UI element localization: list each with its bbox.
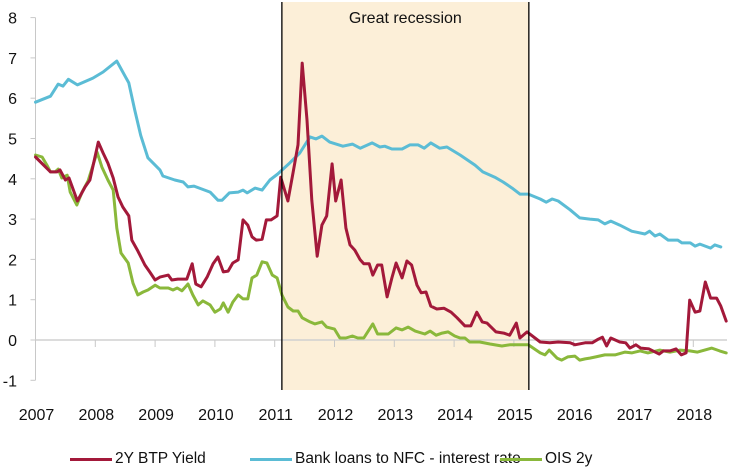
x-tick-label: 2014 [437,407,473,424]
x-tick-label: 2009 [138,407,174,424]
y-tick-label: 5 [8,132,17,149]
y-tick-label: 0 [8,333,17,350]
y-tick-label: 7 [8,51,17,68]
y-tick-label: 8 [8,11,17,28]
series-line-bank-loans-to-nfc-interest-rate [34,59,723,250]
legend-item-bank-loans: Bank loans to NFC - interest rate [250,450,521,468]
legend-item-ois: OIS 2y [500,450,592,468]
x-tick-label: 2015 [497,407,533,424]
y-tick-label: 2 [8,252,17,269]
x-tick-label: 2017 [617,407,653,424]
x-tick-label: 2018 [677,407,713,424]
y-tick-label: 6 [8,91,17,108]
x-tick-label: 2007 [19,407,55,424]
legend-swatch-btp [70,457,112,461]
x-tick-label: 2012 [318,407,354,424]
series-group [34,59,728,362]
y-tick-label: -1 [3,373,17,390]
legend-swatch-ois [500,457,542,461]
great-recession-shade [281,2,529,390]
series-line-2y-btp-yield [34,61,728,357]
legend-label-ois: OIS 2y [545,450,593,467]
x-tick-label: 2010 [198,407,234,424]
legend-item-btp: 2Y BTP Yield [70,450,206,468]
legend-label-btp: 2Y BTP Yield [115,450,206,467]
y-tick-label: 3 [8,212,17,229]
legend-label-bank-loans: Bank loans to NFC - interest rate [295,450,521,467]
x-tick-label: 2008 [79,407,115,424]
y-tick-label: 1 [8,293,17,310]
legend-swatch-bank-loans [250,457,292,461]
x-tick-label: 2013 [378,407,414,424]
x-tick-label: 2011 [258,407,293,424]
great-recession-label: Great recession [349,10,462,27]
x-tick-label: 2016 [557,407,593,424]
series-line-ois-2y [34,150,728,362]
legend: 2Y BTP Yield Bank loans to NFC - interes… [0,450,729,472]
y-tick-label: 4 [8,172,17,189]
